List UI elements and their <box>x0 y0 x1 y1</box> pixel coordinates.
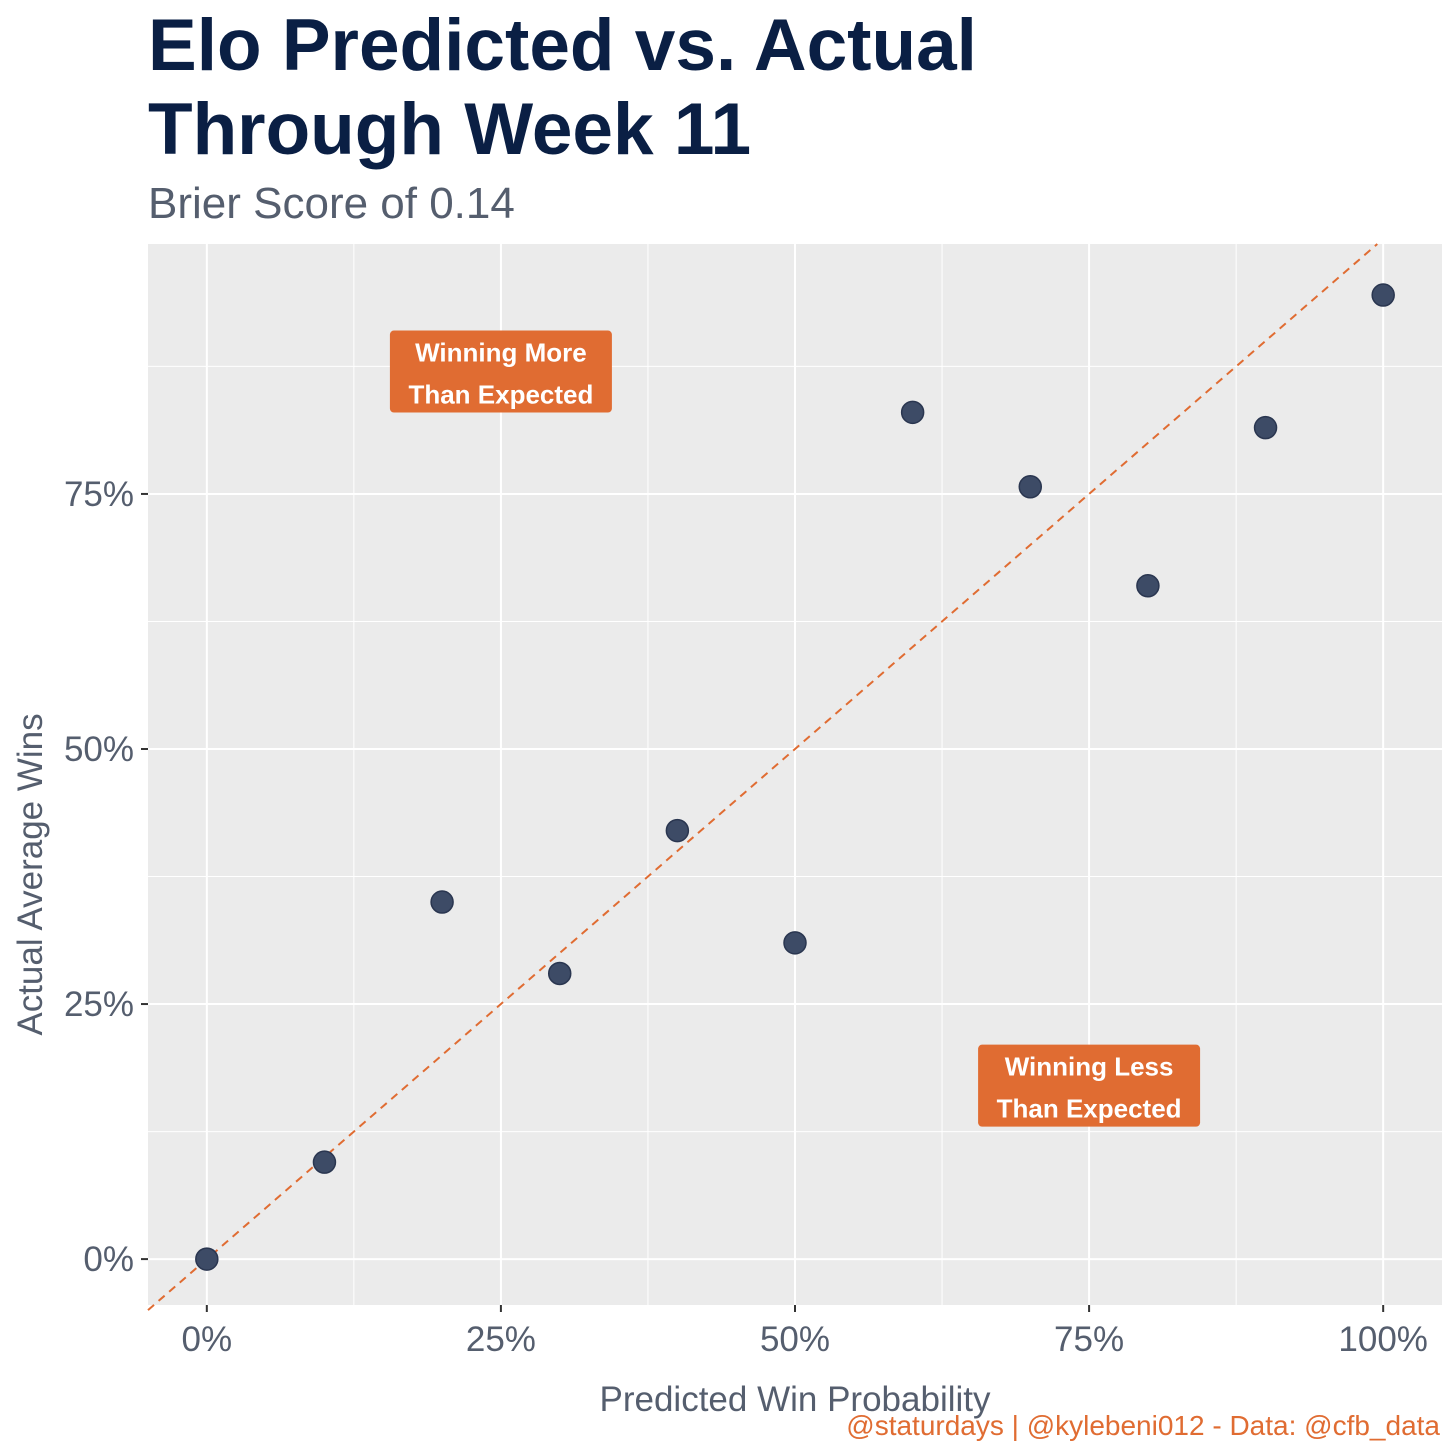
data-point <box>665 818 690 843</box>
annotation-label: Winning Less <box>1005 1052 1174 1082</box>
reference-line <box>147 243 1378 1311</box>
data-point <box>430 890 454 914</box>
annotation-box <box>978 1044 1201 1127</box>
data-point <box>1253 415 1278 440</box>
x-tick-label: 75% <box>1054 1320 1124 1359</box>
x-tick-label: 0% <box>182 1320 233 1359</box>
annotation-box <box>389 330 612 413</box>
y-axis: 0% 25% 50% 75% <box>64 475 148 1279</box>
data-point <box>783 931 807 955</box>
x-axis-label: Predicted Win Probability <box>600 1380 991 1419</box>
data-point <box>1136 574 1160 598</box>
x-tick-label: 50% <box>760 1320 830 1359</box>
data-point <box>900 400 925 425</box>
y-tick-label: 75% <box>64 475 134 514</box>
y-tick-label: 50% <box>64 730 134 769</box>
x-tick-label: 100% <box>1338 1320 1428 1359</box>
chart-subtitle: Brier Score of 0.14 <box>148 179 515 228</box>
x-tick-label: 25% <box>466 1320 536 1359</box>
data-point <box>1018 475 1043 499</box>
annotation-label: Than Expected <box>408 380 593 410</box>
y-tick-label: 25% <box>64 985 134 1024</box>
major-gridlines <box>148 244 1442 1305</box>
data-point <box>312 1150 337 1174</box>
data-point <box>547 961 572 986</box>
reference-line-group <box>147 243 1378 1311</box>
y-tick-label: 0% <box>83 1240 134 1279</box>
x-axis: 0% 25% 50% 75% 100% <box>182 1305 1428 1359</box>
chart-title: Elo Predicted vs. Actual Through Week 11 <box>148 5 977 170</box>
data-point <box>1371 283 1395 307</box>
caption: @staturdays | @kylebeni012 - Data: @cfb_… <box>846 1410 1440 1441</box>
data-points <box>195 283 1395 1271</box>
annotations: Winning More Than Expected Winning Less Tha… <box>389 330 1201 1127</box>
data-point <box>195 1247 219 1271</box>
y-axis-label: Actual Average Wins <box>11 713 50 1035</box>
annotation-label: Winning More <box>415 338 587 368</box>
annotation-label: Than Expected <box>997 1094 1182 1124</box>
